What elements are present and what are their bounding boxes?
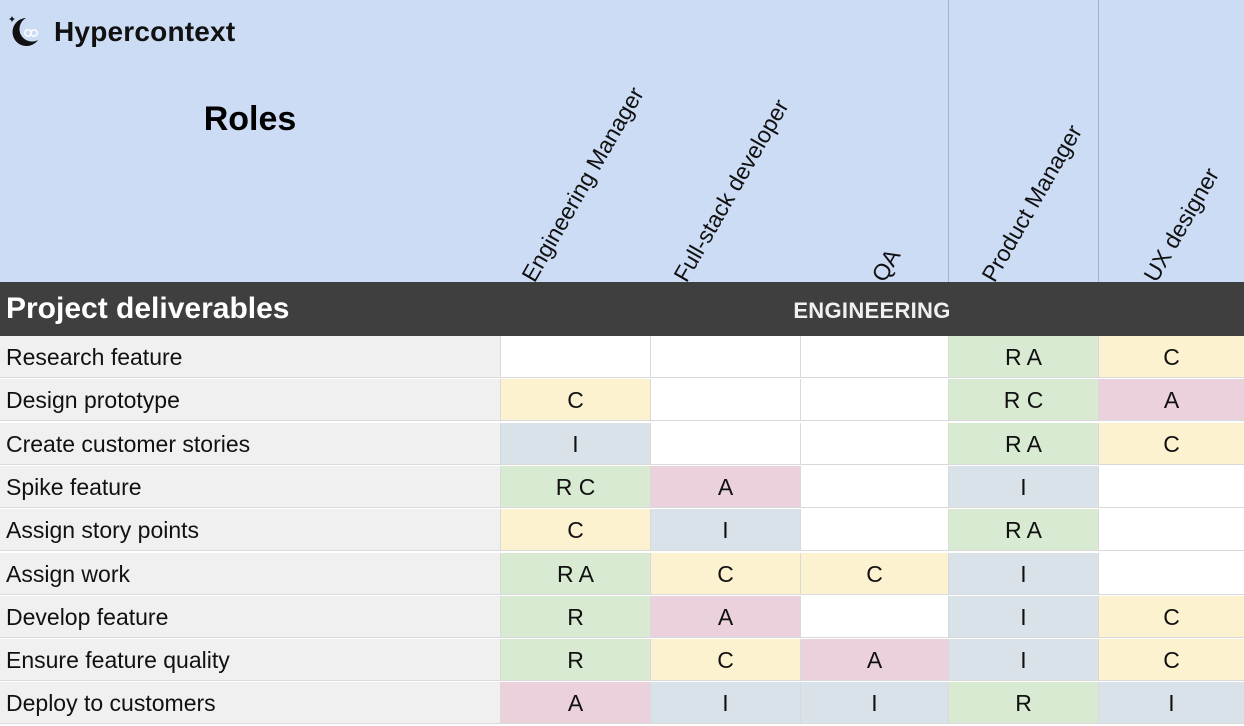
task-name: Assign work [0,552,500,595]
column-divider [948,0,949,282]
raci-cell: C [500,509,650,552]
role-product-manager: Product Manager [976,120,1088,282]
raci-cell: C [1098,639,1244,682]
raci-cell: A [500,682,650,725]
role-ux-designer: UX designer [1138,163,1225,282]
role-qa: QA [866,244,906,282]
raci-cell: I [948,552,1098,595]
raci-cell: R C [948,379,1098,422]
role-full-stack-developer: Full-stack developer [668,94,794,282]
raci-cell: I [500,422,650,465]
raci-cell [1098,465,1244,508]
raci-cell: A [800,639,948,682]
section-bar: Project deliverables ENGINEERING [0,282,1244,336]
task-name: Deploy to customers [0,682,500,725]
raci-cell: I [650,682,800,725]
roles-header: Hypercontext Roles Engineering Manager F… [0,0,1244,282]
raci-cell: A [1098,379,1244,422]
raci-cell: A [650,595,800,638]
raci-cell: A [650,465,800,508]
task-name: Assign story points [0,509,500,552]
raci-cell: R [500,595,650,638]
raci-cell [800,422,948,465]
raci-cell: C [1098,336,1244,378]
raci-cell: R C [500,465,650,508]
raci-cell: R A [948,509,1098,552]
table-row: Ensure feature quality R C A I C [0,639,1244,682]
raci-cell: I [948,595,1098,638]
raci-cell: R [500,639,650,682]
raci-cell [500,336,650,378]
raci-cell: C [650,552,800,595]
raci-cell [650,336,800,378]
raci-cell: R [948,682,1098,725]
task-name: Create customer stories [0,422,500,465]
raci-cell: C [800,552,948,595]
task-name: Develop feature [0,595,500,638]
raci-cell: I [948,639,1098,682]
raci-cell: I [800,682,948,725]
table-row: Develop feature R A I C [0,595,1244,639]
raci-cell [650,422,800,465]
role-engineering-manager: Engineering Manager [516,82,649,282]
raci-cell: R A [948,422,1098,465]
raci-cell: C [1098,595,1244,638]
task-name: Research feature [0,336,500,378]
page-title: Roles [203,100,297,138]
raci-cell [800,509,948,552]
brand-name: Hypercontext [54,16,236,47]
raci-cell: I [650,509,800,552]
group-label: ENGINEERING [793,298,951,323]
raci-cell: C [650,639,800,682]
raci-cell [1098,509,1244,552]
table-row: Deploy to customers A I I R I [0,682,1244,725]
task-name: Design prototype [0,379,500,422]
section-title: Project deliverables [6,292,290,325]
raci-cell: R A [500,552,650,595]
raci-cell [800,336,948,378]
raci-cell [1098,552,1244,595]
moon-owl-icon [8,14,48,50]
raci-cell: I [948,465,1098,508]
raci-cell: C [500,379,650,422]
raci-cell: C [1098,422,1244,465]
raci-cell [800,595,948,638]
raci-cell [800,379,948,422]
raci-cell [650,379,800,422]
raci-cell: R A [948,336,1098,378]
table-row: Assign story points C I R A [0,509,1244,552]
column-divider [1098,0,1099,282]
raci-cell [800,465,948,508]
task-name: Spike feature [0,465,500,508]
task-name: Ensure feature quality [0,639,500,682]
brand: Hypercontext [8,14,235,50]
raci-cell: I [1098,682,1244,725]
